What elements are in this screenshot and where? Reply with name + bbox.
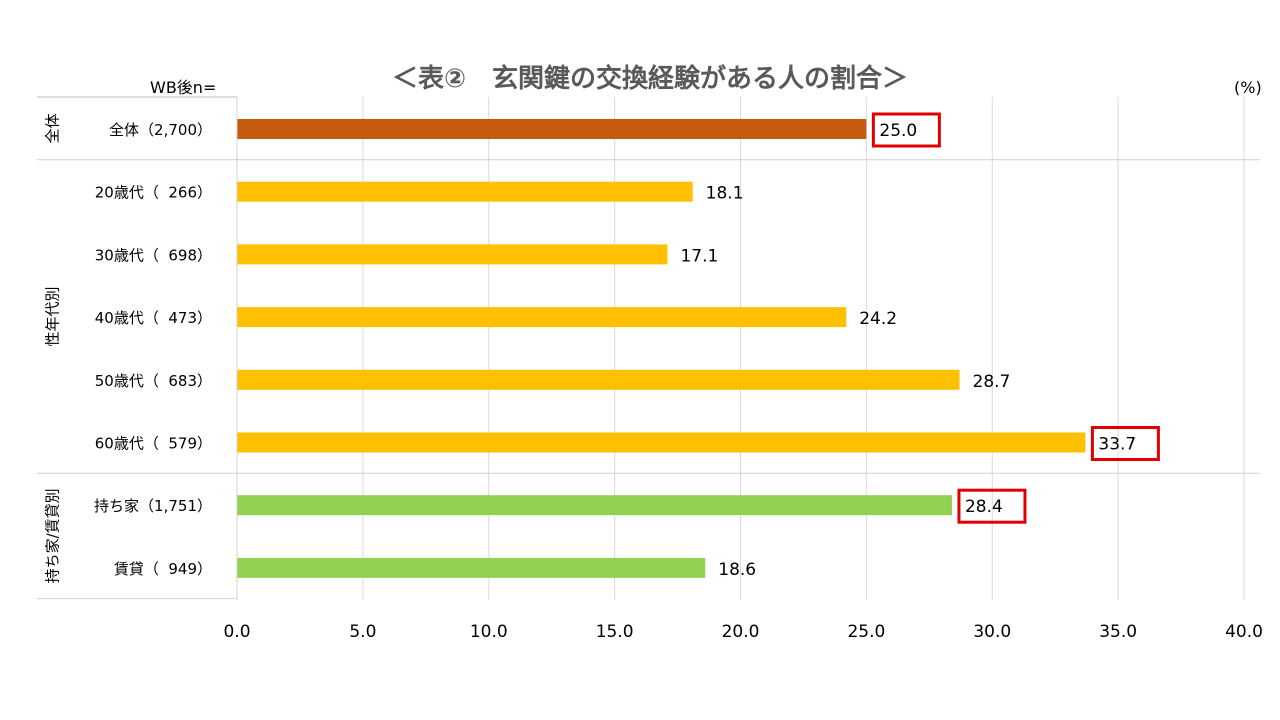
x-tick-label: 15.0 [596, 622, 634, 642]
highlight-box [1090, 426, 1160, 461]
category-label: 60歳代（ 579） [95, 435, 212, 453]
data-label: 18.6 [718, 560, 756, 580]
x-tick-label: 20.0 [722, 622, 760, 642]
data-label: 25.0 [879, 121, 917, 141]
x-tick-label: 30.0 [973, 622, 1011, 642]
x-tick-label: 35.0 [1099, 622, 1137, 642]
data-label: 28.7 [973, 372, 1011, 392]
category-label: 20歳代（ 266） [95, 184, 212, 202]
x-tick-label: 10.0 [470, 622, 508, 642]
chart-title: ＜表② 玄関鍵の交換経験がある人の割合＞ [391, 64, 908, 94]
category-label: 賃貸（ 949） [114, 560, 212, 578]
highlight-box [871, 112, 941, 148]
x-tick-label: 25.0 [847, 622, 885, 642]
data-label: 28.4 [965, 497, 1003, 517]
bar [237, 119, 867, 139]
data-label: 17.1 [680, 246, 718, 266]
data-label: 33.7 [1098, 435, 1136, 455]
group-label: 持ち家/賃貸別 [44, 488, 62, 583]
unit-label: (%) [1234, 78, 1262, 97]
bar [237, 557, 706, 578]
x-tick-label: 40.0 [1225, 622, 1263, 642]
data-label: 18.1 [706, 184, 744, 204]
bar [237, 495, 952, 516]
category-label: 40歳代（ 473） [95, 309, 212, 327]
bar [237, 432, 1086, 453]
category-label: 30歳代（ 698） [95, 246, 212, 264]
x-tick-label: 0.0 [223, 622, 250, 642]
group-label: 全体 [44, 113, 62, 143]
bar [237, 244, 668, 265]
sample-size-label: WB後n= [150, 78, 217, 97]
category-label: 持ち家（1,751） [94, 497, 212, 515]
bar [237, 369, 960, 390]
bar [237, 307, 847, 328]
category-label: 50歳代（ 683） [95, 372, 212, 390]
category-label: 全体（2,700） [109, 121, 212, 139]
data-label: 24.2 [859, 309, 897, 329]
group-label: 性年代別 [44, 286, 62, 346]
x-tick-label: 5.0 [349, 622, 376, 642]
highlight-box [957, 488, 1027, 524]
bar [237, 181, 693, 202]
